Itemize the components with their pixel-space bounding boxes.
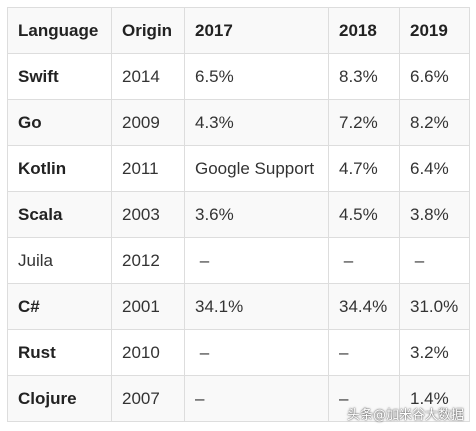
source-watermark: 头条@加米谷大数据	[346, 408, 464, 423]
cell-2018: 4.5%	[328, 191, 400, 238]
cell-language: Go	[7, 99, 112, 146]
cell-language: C#	[7, 283, 112, 330]
cell-language: Scala	[7, 191, 112, 238]
cell-2018: –	[328, 375, 400, 422]
cell-2017: 4.3%	[184, 99, 329, 146]
table-row: Clojure 2007 – – 1.4%	[7, 375, 470, 422]
cell-2018: 4.7%	[328, 145, 400, 192]
cell-origin: 2007	[111, 375, 185, 422]
cell-2019: –	[399, 237, 470, 284]
header-2018: 2018	[328, 7, 400, 54]
cell-2019: 1.4%	[399, 375, 470, 422]
cell-origin: 2011	[111, 145, 185, 192]
cell-origin: 2003	[111, 191, 185, 238]
table-row: Rust 2010 – – 3.2%	[7, 329, 470, 376]
cell-2019: 3.2%	[399, 329, 470, 376]
table-row: Juila 2012 – – –	[7, 237, 470, 284]
cell-2019: 6.6%	[399, 53, 470, 100]
cell-2017: –	[184, 237, 329, 284]
cell-language: Clojure	[7, 375, 112, 422]
cell-2018: 7.2%	[328, 99, 400, 146]
table-row: Kotlin 2011 Google Support 4.7% 6.4%	[7, 145, 470, 192]
header-language: Language	[7, 7, 112, 54]
cell-2019: 8.2%	[399, 99, 470, 146]
cell-2019: 31.0%	[399, 283, 470, 330]
cell-origin: 2009	[111, 99, 185, 146]
cell-origin: 2014	[111, 53, 185, 100]
table-row: Scala 2003 3.6% 4.5% 3.8%	[7, 191, 470, 238]
cell-language: Rust	[7, 329, 112, 376]
cell-2017: –	[184, 375, 329, 422]
cell-origin: 2012	[111, 237, 185, 284]
cell-2017: –	[184, 329, 329, 376]
cell-2017: 3.6%	[184, 191, 329, 238]
cell-origin: 2010	[111, 329, 185, 376]
cell-2018: –	[328, 329, 400, 376]
cell-2019: 6.4%	[399, 145, 470, 192]
cell-origin: 2001	[111, 283, 185, 330]
cell-language: Kotlin	[7, 145, 112, 192]
cell-2018: 34.4%	[328, 283, 400, 330]
cell-2017: Google Support	[184, 145, 329, 192]
header-origin: Origin	[111, 7, 185, 54]
table-row: C# 2001 34.1% 34.4% 31.0%	[7, 283, 470, 330]
cell-2018: 8.3%	[328, 53, 400, 100]
table-header-row: Language Origin 2017 2018 2019	[7, 7, 470, 54]
cell-language: Swift	[7, 53, 112, 100]
cell-2017: 6.5%	[184, 53, 329, 100]
language-popularity-table: Language Origin 2017 2018 2019 Swift 201…	[7, 7, 470, 422]
cell-2018: –	[328, 237, 400, 284]
header-2017: 2017	[184, 7, 329, 54]
cell-2017: 34.1%	[184, 283, 329, 330]
header-2019: 2019	[399, 7, 470, 54]
table-row: Swift 2014 6.5% 8.3% 6.6%	[7, 53, 470, 100]
cell-language: Juila	[7, 237, 112, 284]
table-row: Go 2009 4.3% 7.2% 8.2%	[7, 99, 470, 146]
cell-2019: 3.8%	[399, 191, 470, 238]
language-table-container: Language Origin 2017 2018 2019 Swift 201…	[7, 7, 470, 422]
